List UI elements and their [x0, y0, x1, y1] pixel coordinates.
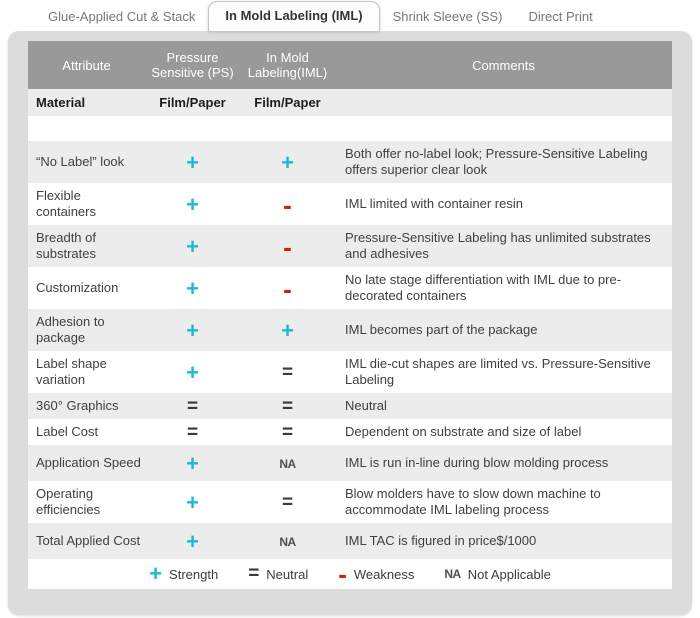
tab-in-mold-labeling[interactable]: In Mold Labeling (IML)	[208, 1, 380, 31]
table-row: Label Cost = = Dependent on substrate an…	[28, 419, 672, 445]
ps-rating-symbol: +	[186, 276, 199, 302]
legend-label: Neutral	[266, 566, 309, 582]
table-row: Application Speed + NA IML is run in-lin…	[28, 445, 672, 481]
table-header-row: Attribute Pressure Sensitive (PS) In Mol…	[28, 41, 672, 89]
comment-cell: IML is run in-line during blow molding p…	[345, 455, 609, 470]
iml-rating-symbol: =	[281, 492, 294, 514]
comment-cell: IML becomes part of the package	[345, 322, 538, 337]
ps-rating-symbol: +	[186, 318, 199, 344]
legend-item-neutral: = Neutral	[248, 563, 309, 584]
comparison-table: Attribute Pressure Sensitive (PS) In Mol…	[28, 41, 672, 589]
not-applicable-icon: NA	[444, 567, 461, 581]
table-row: Total Applied Cost + NA IML TAC is figur…	[28, 523, 672, 559]
tab-direct-print[interactable]: Direct Print	[528, 9, 593, 24]
attribute-cell: Total Applied Cost	[36, 533, 141, 548]
legend-label: Weakness	[353, 566, 415, 582]
ps-rating-symbol: =	[186, 396, 199, 418]
material-label: Material	[36, 95, 86, 110]
comment-cell: IML TAC is figured in price$/1000	[345, 533, 537, 548]
legend-item-strength: + Strength	[149, 561, 219, 586]
attribute-cell: Operating efficiencies	[36, 486, 101, 517]
comment-cell: No late stage differentiation with IML d…	[345, 272, 622, 303]
column-header-pressure-sensitive: Pressure Sensitive (PS)	[151, 50, 234, 80]
weakness-icon: -	[338, 559, 347, 589]
attribute-cell: Breadth of substrates	[36, 230, 96, 261]
attribute-cell: Customization	[36, 280, 119, 295]
material-ps-value: Film/Paper	[159, 95, 226, 110]
legend-item-not-applicable: NA Not Applicable	[444, 567, 550, 582]
iml-rating-symbol: -	[283, 232, 292, 263]
iml-rating-symbol: =	[281, 422, 294, 444]
table-row: Label shape variation + = IML die-cut sh…	[28, 351, 672, 393]
table-row: Adhesion to package + + IML becomes part…	[28, 309, 672, 351]
ps-rating-symbol: +	[186, 529, 199, 555]
ps-rating-symbol: +	[186, 234, 199, 260]
attribute-cell: “No Label” look	[36, 154, 125, 169]
comment-cell: IML die-cut shapes are limited vs. Press…	[345, 356, 651, 387]
iml-rating-symbol: =	[281, 362, 294, 384]
material-iml-value: Film/Paper	[254, 95, 321, 110]
comment-cell: Dependent on substrate and size of label	[345, 424, 582, 439]
ps-rating-symbol: +	[186, 490, 199, 516]
iml-rating-symbol: NA	[279, 457, 296, 472]
iml-rating-symbol: -	[283, 190, 292, 221]
comment-cell: Both offer no-label look; Pressure-Sensi…	[345, 146, 648, 177]
legend-item-weakness: - Weakness	[338, 559, 415, 589]
strength-icon: +	[149, 561, 163, 586]
attribute-cell: Label Cost	[36, 424, 99, 439]
comment-cell: Blow molders have to slow down machine t…	[345, 486, 601, 517]
table-row: Operating efficiencies + = Blow molders …	[28, 481, 672, 523]
attribute-cell: Application Speed	[36, 455, 141, 470]
material-row: Material Film/Paper Film/Paper	[28, 89, 672, 116]
table-row: 360° Graphics = = Neutral	[28, 393, 672, 419]
table-row: Flexible containers + - IML limited with…	[28, 183, 672, 225]
attribute-cell: Flexible containers	[36, 188, 96, 219]
comment-cell: Pressure-Sensitive Labeling has unlimite…	[345, 230, 651, 261]
comment-cell: Neutral	[345, 398, 387, 413]
table-row: Customization + - No late stage differen…	[28, 267, 672, 309]
iml-rating-symbol: +	[281, 318, 294, 344]
ps-rating-symbol: =	[186, 422, 199, 444]
tab-shrink-sleeve[interactable]: Shrink Sleeve (SS)	[392, 9, 503, 24]
table-row: Breadth of substrates + - Pressure-Sensi…	[28, 225, 672, 267]
column-header-attribute: Attribute	[62, 57, 111, 73]
ps-rating-symbol: +	[186, 451, 199, 477]
iml-rating-symbol: =	[281, 396, 294, 418]
comment-cell: IML limited with container resin	[345, 196, 523, 211]
ps-rating-symbol: +	[186, 360, 199, 386]
attribute-cell: Adhesion to package	[36, 314, 105, 345]
attribute-cell: Label shape variation	[36, 356, 107, 387]
column-header-in-mold-labeling: In Mold Labeling(IML)	[247, 50, 328, 80]
ps-rating-symbol: +	[186, 192, 199, 218]
attribute-cell: 360° Graphics	[36, 398, 119, 413]
neutral-icon: =	[248, 563, 260, 584]
iml-rating-symbol: -	[283, 274, 292, 305]
legend-label: Not Applicable	[467, 566, 551, 582]
ps-rating-symbol: +	[186, 150, 199, 176]
legend-label: Strength	[169, 566, 219, 582]
tab-glue-applied-cut-stack[interactable]: Glue-Applied Cut & Stack	[48, 9, 196, 24]
table-spacer	[28, 116, 672, 141]
iml-rating-symbol: +	[281, 150, 294, 176]
iml-rating-symbol: NA	[279, 535, 296, 550]
legend-row: + Strength = Neutral - Weakness NA Not A…	[28, 559, 672, 589]
column-header-comments: Comments	[472, 57, 535, 73]
tab-bar: Glue-Applied Cut & Stack In Mold Labelin…	[0, 0, 700, 31]
table-row: “No Label” look + + Both offer no-label …	[28, 141, 672, 183]
content-panel: Attribute Pressure Sensitive (PS) In Mol…	[8, 31, 692, 615]
